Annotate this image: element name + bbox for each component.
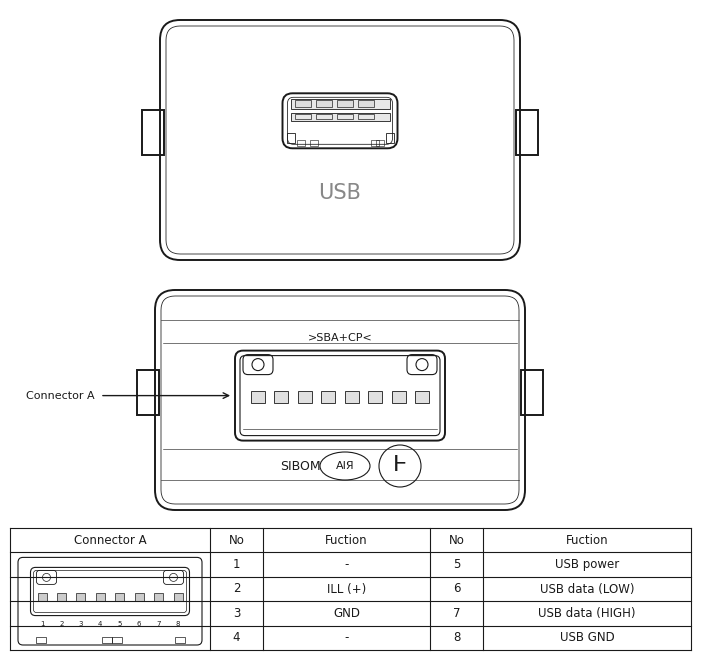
Bar — [415, 391, 429, 404]
Bar — [516, 110, 538, 155]
Bar — [251, 391, 265, 404]
Text: 6: 6 — [453, 582, 461, 595]
Bar — [345, 391, 359, 404]
Bar — [392, 391, 406, 404]
Bar — [358, 114, 374, 119]
Text: >SBA+CP<: >SBA+CP< — [308, 333, 372, 344]
Text: GND: GND — [333, 607, 360, 620]
Bar — [112, 637, 122, 643]
Bar — [298, 391, 312, 404]
Bar — [175, 637, 184, 643]
Text: USB data (HIGH): USB data (HIGH) — [538, 607, 636, 620]
Text: -: - — [344, 558, 348, 571]
Bar — [102, 637, 112, 643]
Bar — [142, 110, 164, 155]
Text: 8: 8 — [176, 621, 180, 627]
Text: 7: 7 — [156, 621, 161, 627]
Bar — [287, 133, 294, 143]
Text: Fuction: Fuction — [325, 534, 368, 546]
Bar — [386, 133, 393, 143]
Bar — [371, 140, 379, 146]
Bar — [290, 99, 390, 110]
Text: 7: 7 — [453, 607, 461, 620]
Text: 8: 8 — [453, 631, 460, 644]
Bar — [96, 593, 104, 601]
Text: -: - — [344, 631, 348, 644]
Bar — [294, 100, 311, 108]
Bar — [76, 593, 86, 601]
Text: 1: 1 — [233, 558, 240, 571]
Text: 4: 4 — [233, 631, 240, 644]
Bar — [310, 140, 318, 146]
Bar — [315, 100, 332, 108]
Text: USB GND: USB GND — [559, 631, 614, 644]
Text: No: No — [229, 534, 245, 546]
Text: USB: USB — [318, 183, 362, 203]
Text: No: No — [449, 534, 465, 546]
Text: 6: 6 — [137, 621, 142, 627]
Bar — [521, 370, 543, 415]
Text: Fuction: Fuction — [566, 534, 608, 546]
Text: Connector A: Connector A — [74, 534, 147, 546]
Bar — [274, 391, 288, 404]
Bar — [321, 391, 335, 404]
Text: Connector A: Connector A — [27, 391, 95, 400]
Text: 2: 2 — [233, 582, 240, 595]
Text: Ͱ: Ͱ — [393, 455, 407, 475]
Bar — [174, 593, 182, 601]
Bar — [135, 593, 144, 601]
Bar — [358, 100, 374, 108]
Bar — [57, 593, 66, 601]
Text: 4: 4 — [98, 621, 102, 627]
Text: USB data (LOW): USB data (LOW) — [540, 582, 634, 595]
Text: 1: 1 — [40, 621, 44, 627]
Text: 3: 3 — [233, 607, 240, 620]
Bar — [376, 140, 383, 146]
Text: 5: 5 — [118, 621, 122, 627]
Text: AIЯ: AIЯ — [336, 461, 354, 471]
Bar — [154, 593, 163, 601]
Bar — [294, 114, 311, 119]
Bar — [137, 370, 159, 415]
Bar — [297, 140, 304, 146]
Text: SIBOМ: SIBOМ — [280, 460, 320, 473]
Bar — [36, 637, 46, 643]
Text: USB power: USB power — [555, 558, 619, 571]
Bar — [115, 593, 124, 601]
Bar — [368, 391, 382, 404]
Text: 2: 2 — [60, 621, 64, 627]
Bar — [336, 100, 353, 108]
Bar — [290, 113, 390, 121]
Bar — [315, 114, 332, 119]
Bar — [336, 114, 353, 119]
Text: 3: 3 — [79, 621, 83, 627]
Bar — [37, 593, 46, 601]
Text: ILL (+): ILL (+) — [327, 582, 366, 595]
Text: 5: 5 — [453, 558, 460, 571]
